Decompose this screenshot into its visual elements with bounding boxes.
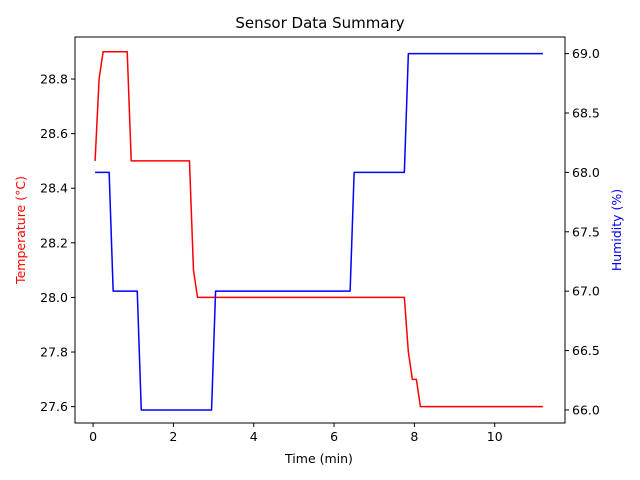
- y-tick-label-right: 66.0: [572, 402, 600, 417]
- x-tick-label: 4: [250, 429, 258, 444]
- y-tick-label-left: 27.6: [40, 399, 68, 414]
- x-tick-label: 2: [169, 429, 177, 444]
- y-tick-label-left: 28.4: [40, 181, 68, 196]
- x-tick-label: 8: [410, 429, 418, 444]
- x-tick-label: 6: [330, 429, 338, 444]
- y-tick-label-left: 28.8: [40, 72, 68, 87]
- y-tick-label-right: 67.5: [572, 224, 600, 239]
- series-layer: [94, 50, 543, 411]
- y-axis-label-right: Humidity (%): [609, 189, 624, 271]
- chart-title: Sensor Data Summary: [235, 14, 404, 32]
- y-tick-label-left: 27.8: [40, 345, 68, 360]
- plot-frame: [74, 36, 566, 424]
- y-tick-label-left: 28.0: [40, 290, 68, 305]
- ticks-layer: 0 2 4 6 8 10 27.6 27.8 28.0 28.2 28.4 28.6 28.8 66.0 6…: [40, 46, 600, 444]
- temperature-series-line: [94, 50, 543, 408]
- y-tick-label-left: 28.6: [40, 126, 68, 141]
- humidity-series-line: [95, 52, 543, 411]
- y-tick-label-right: 68.5: [572, 106, 600, 121]
- y-tick-label-right: 68.0: [572, 165, 600, 180]
- y-tick-label-left: 28.2: [40, 235, 68, 250]
- y-tick-label-right: 69.0: [572, 46, 600, 61]
- x-axis-label: Time (min): [284, 451, 353, 466]
- y-axis-label-left: Temperature (°C): [13, 176, 28, 285]
- y-tick-label-right: 67.0: [572, 284, 600, 299]
- x-tick-label: 0: [89, 429, 97, 444]
- y-tick-label-right: 66.5: [572, 343, 600, 358]
- x-tick-label: 10: [487, 429, 503, 444]
